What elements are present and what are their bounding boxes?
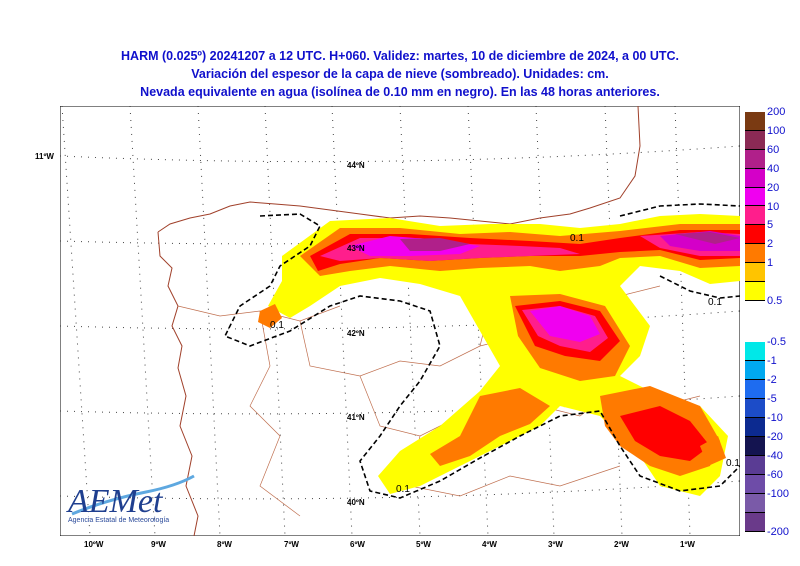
lon-label: 2ºW (614, 540, 629, 549)
colorbar-swatch (745, 263, 765, 283)
logo-text: AEMet (66, 483, 164, 520)
colorbar-label: -20 (767, 431, 783, 443)
contour-label: 0.1 (396, 484, 410, 495)
contour-label: 0.1 (570, 233, 584, 244)
lon-label: 10ºW (84, 540, 104, 549)
colorbar-label: 10 (767, 200, 780, 213)
colorbar-swatch (745, 418, 765, 437)
logo-subtitle: Agencia Estatal de Meteorología (68, 517, 170, 524)
lon-label: 6ºW (350, 540, 365, 549)
lon-label: 4ºW (482, 540, 497, 549)
colorbar-label: 100 (767, 124, 786, 137)
lat-label: 40ºN (347, 498, 365, 507)
contour-label: 0.1 (726, 458, 740, 469)
snow-depth-map: 0.1 0.1 0.1 0.1 0.1 (60, 106, 740, 536)
colorbar-swatch (745, 282, 765, 301)
colorbar-swatch (745, 494, 765, 513)
colorbar-label: -0.5 (767, 336, 786, 348)
colorbar-swatch (745, 187, 765, 207)
colorbar-swatch (745, 225, 765, 245)
colorbar-positive (745, 112, 765, 301)
colorbar-label: -1 (767, 355, 777, 367)
lat-label: 44ºN (347, 161, 365, 170)
colorbar-swatch (745, 513, 765, 532)
colorbar-label: -5 (767, 393, 777, 405)
colorbar-label: -2 (767, 374, 777, 386)
lon-label: 3ºW (548, 540, 563, 549)
colorbar-label: -10 (767, 412, 783, 424)
colorbar-swatch (745, 206, 765, 226)
colorbar-label: -100 (767, 488, 790, 500)
colorbar-swatch (745, 475, 765, 494)
colorbar-label: 1 (767, 257, 774, 270)
colorbar-swatch (745, 168, 765, 188)
colorbar-label: -200 (767, 526, 790, 538)
title-line-1: HARM (0.025º) 20241207 a 12 UTC. H+060. … (121, 49, 679, 63)
colorbar-negative (745, 342, 765, 532)
colorbar-label: 20 (767, 181, 780, 194)
colorbar-swatch (745, 130, 765, 150)
aemet-logo: AEMet (66, 474, 195, 520)
title-line-2: Variación del espesor de la capa de niev… (191, 67, 609, 81)
colorbar-label: -40 (767, 450, 783, 462)
lat-label: 41ºN (347, 413, 365, 422)
colorbar-label: 5 (767, 219, 774, 232)
colorbar-label: -60 (767, 469, 783, 481)
snow-shading (258, 214, 740, 496)
colorbar-swatch (745, 112, 765, 131)
contour-label: 0.1 (270, 320, 284, 331)
colorbar-label: 2 (767, 238, 774, 251)
contour-label: 0.1 (708, 297, 722, 308)
colorbar-swatch (745, 149, 765, 169)
lon-label: 9ºW (151, 540, 166, 549)
lon-label: 5ºW (416, 540, 431, 549)
colorbar-label: 200 (767, 106, 786, 118)
lon-label: 7ºW (284, 540, 299, 549)
water-equivalent-contour (223, 203, 740, 499)
lon-label: 1ºW (680, 540, 695, 549)
colorbar-label: 0.5 (767, 295, 783, 307)
colorbar-swatch (745, 399, 765, 418)
colorbar-swatch (745, 437, 765, 456)
title-line-3: Nevada equivalente en agua (isolínea de … (140, 85, 660, 99)
colorbar-swatch (745, 361, 765, 380)
colorbar-swatch (745, 342, 765, 361)
lat-label: 43ºN (347, 244, 365, 253)
colorbar-swatch (745, 456, 765, 475)
colorbar-swatch (745, 244, 765, 264)
lat-label: 42ºN (347, 329, 365, 338)
logo-swoosh (71, 474, 195, 516)
colorbar-label: 60 (767, 143, 780, 156)
edge-lon-label: 11ºW (35, 152, 54, 161)
lon-label: 8ºW (217, 540, 232, 549)
colorbar-label: 40 (767, 162, 780, 175)
colorbar-swatch (745, 380, 765, 399)
